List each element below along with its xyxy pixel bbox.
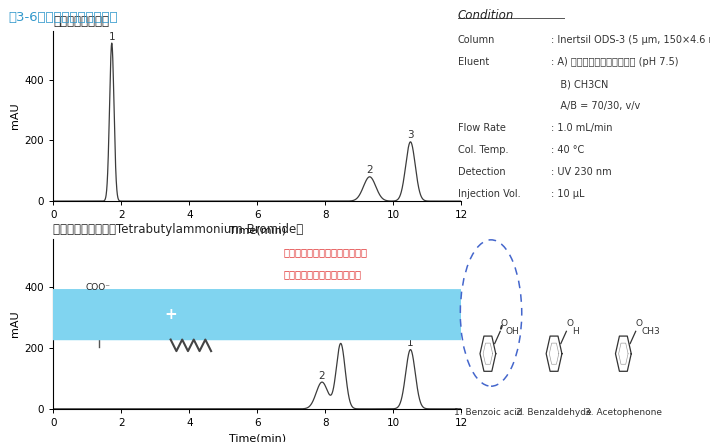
Y-axis label: mAU: mAU (11, 310, 21, 337)
Text: 2. Benzaldehyde: 2. Benzaldehyde (516, 408, 592, 417)
Text: Col. Temp.: Col. Temp. (458, 145, 508, 155)
Ellipse shape (87, 293, 112, 337)
Text: 2: 2 (318, 370, 324, 381)
Text: : 40 °C: : 40 °C (551, 145, 584, 155)
Text: Eluent: Eluent (458, 57, 489, 67)
Text: イオン対を形成する酸性物質の: イオン対を形成する酸性物質の (284, 247, 368, 257)
Text: A/B = 70/30, v/v: A/B = 70/30, v/v (551, 101, 640, 111)
Text: : 1.0 mL/min: : 1.0 mL/min (551, 123, 613, 133)
Text: 図3-6　イオン対試薬の効果: 図3-6 イオン対試薬の効果 (9, 11, 118, 24)
Text: : A) クエン酸・リン酸緩衝液 (pH 7.5): : A) クエン酸・リン酸緩衝液 (pH 7.5) (551, 57, 679, 67)
Text: : 10 μL: : 10 μL (551, 189, 585, 199)
Text: +: + (164, 307, 177, 322)
Text: 2: 2 (366, 165, 373, 175)
Text: イオン対試薬なし: イオン対試薬なし (53, 15, 109, 28)
X-axis label: Time(min): Time(min) (229, 226, 286, 236)
Text: O: O (635, 319, 643, 328)
Y-axis label: mAU: mAU (11, 103, 21, 130)
Text: : Inertsil ODS-3 (5 μm, 150×4.6 mm I.D.): : Inertsil ODS-3 (5 μm, 150×4.6 mm I.D.) (551, 35, 710, 45)
Text: Flow Rate: Flow Rate (458, 123, 506, 133)
Text: B) CH3CN: B) CH3CN (551, 79, 608, 89)
Text: 1: 1 (109, 31, 115, 42)
Text: 3: 3 (337, 332, 344, 342)
Text: 1: 1 (407, 338, 414, 348)
Circle shape (0, 290, 710, 339)
Text: CH3: CH3 (641, 327, 660, 336)
Text: Injection Vol.: Injection Vol. (458, 189, 520, 199)
Text: Detection: Detection (458, 168, 506, 177)
Text: 保持のみが強くなっています: 保持のみが強くなっています (284, 269, 362, 279)
Text: H: H (572, 327, 579, 336)
X-axis label: Time(min): Time(min) (229, 434, 286, 442)
Text: O: O (501, 319, 507, 328)
Text: OH: OH (506, 327, 520, 336)
Text: 3. Acetophenone: 3. Acetophenone (585, 408, 662, 417)
Text: COO⁻: COO⁻ (86, 283, 111, 292)
Text: 3: 3 (407, 130, 414, 140)
Text: : UV 230 nm: : UV 230 nm (551, 168, 612, 177)
Text: 1. Benzoic acid: 1. Benzoic acid (454, 408, 522, 417)
Text: Column: Column (458, 35, 496, 45)
Text: Condition: Condition (458, 9, 514, 22)
Text: O: O (567, 319, 574, 328)
Text: イオン対試薬あり（Tetrabutylammonium Bromide）: イオン対試薬あり（Tetrabutylammonium Bromide） (53, 223, 303, 236)
